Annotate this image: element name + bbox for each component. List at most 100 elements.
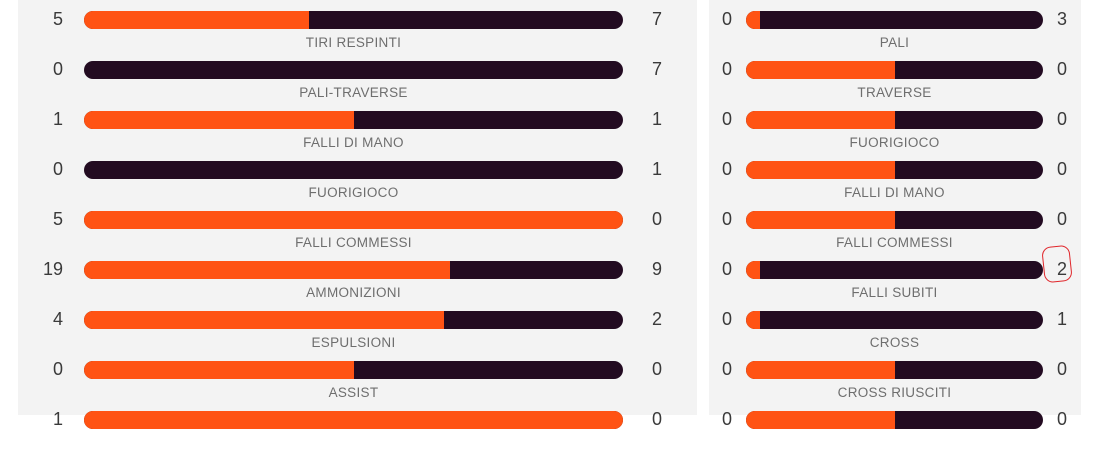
stat-row: FUORIGIOCO 0 0	[709, 135, 1081, 204]
away-value: 1	[652, 109, 663, 129]
comparison-bar	[84, 361, 623, 379]
home-value: 0	[721, 409, 732, 429]
stat-row: FALLI COMMESSI 19 9	[18, 235, 697, 304]
comparison-bar	[84, 11, 623, 29]
home-value: 0	[721, 309, 732, 329]
stat-label: ASSIST	[328, 385, 379, 400]
comparison-bar	[746, 11, 1043, 29]
stat-row: AMMONIZIONI 4 2	[18, 285, 697, 354]
home-value: 0	[721, 359, 732, 379]
home-share-fill	[746, 361, 895, 379]
stat-label: TIRI RESPINTI	[305, 35, 402, 50]
comparison-bar	[746, 411, 1043, 429]
home-share-fill	[84, 11, 309, 29]
comparison-bar	[746, 211, 1043, 229]
home-value: 19	[42, 259, 63, 279]
stat-label: FUORIGIOCO	[849, 135, 940, 150]
stat-row: FALLI DI MANO 0 1	[18, 135, 697, 204]
stat-row: ESPULSIONI 0 0	[18, 335, 697, 404]
home-share-fill	[84, 261, 450, 279]
home-share-fill	[84, 411, 623, 429]
comparison-bar	[84, 261, 623, 279]
home-share-fill	[746, 111, 895, 129]
home-value: 0	[52, 59, 63, 79]
comparison-bar	[746, 361, 1043, 379]
home-share-fill	[746, 311, 760, 329]
comparison-bar	[746, 61, 1043, 79]
home-value: 1	[52, 409, 63, 429]
away-value: 0	[1057, 409, 1068, 429]
home-share-fill	[746, 161, 895, 179]
comparison-bar	[84, 161, 623, 179]
home-share-fill	[746, 261, 760, 279]
stat-row: FALLI DI MANO 0 0	[709, 185, 1081, 254]
comparison-bar	[746, 161, 1043, 179]
away-value: 0	[652, 409, 663, 429]
stat-row: FUORIGIOCO 5 0	[18, 185, 697, 254]
home-value: 0	[52, 359, 63, 379]
home-share-fill	[84, 211, 623, 229]
home-share-fill	[746, 61, 895, 79]
home-share-fill	[746, 211, 895, 229]
comparison-bar	[84, 61, 623, 79]
home-value: 0	[721, 259, 732, 279]
player-stats-panel: 0 3 PALI 0 0 TRAVERSE 0 0 FUORIGIOCO 0 0 FALLI DI M…	[709, 0, 1081, 429]
comparison-bar	[84, 311, 623, 329]
stat-row: CROSS 0 0	[709, 335, 1081, 404]
home-value: 0	[52, 159, 63, 179]
away-value: 0	[1057, 109, 1068, 129]
stat-label: PALI	[879, 35, 910, 50]
stat-row: FALLI COMMESSI 0 2	[709, 235, 1081, 304]
stat-label: FALLI SUBITI	[851, 285, 938, 300]
away-value: 3	[1057, 9, 1068, 29]
away-value: 7	[652, 59, 663, 79]
stat-label: FALLI DI MANO	[844, 185, 945, 200]
stat-label: AMMONIZIONI	[306, 285, 401, 300]
stat-label: CROSS	[869, 335, 920, 350]
home-value: 5	[52, 209, 63, 229]
comparison-bar	[746, 311, 1043, 329]
away-value: 1	[1057, 309, 1068, 329]
home-share-fill	[746, 411, 895, 429]
stat-label: FALLI COMMESSI	[295, 235, 412, 250]
home-value: 4	[52, 309, 63, 329]
away-value: 0	[1057, 359, 1068, 379]
team-stats-panel: 5 7 TIRI RESPINTI 0 7 PALI-TRAVERSE 1 1 FALLI DI…	[18, 0, 697, 429]
comparison-bar	[84, 111, 623, 129]
stat-row: CROSS RIUSCITI 0 0	[709, 385, 1081, 454]
away-value: 2	[1057, 259, 1068, 279]
stat-row: TRAVERSE 0 0	[709, 85, 1081, 154]
stat-label: TRAVERSE	[857, 85, 932, 100]
away-value: 1	[652, 159, 663, 179]
stat-label: ESPULSIONI	[311, 335, 396, 350]
stat-row: ASSIST 1 0	[18, 385, 697, 454]
home-value: 0	[721, 9, 732, 29]
stat-label: FUORIGIOCO	[308, 185, 399, 200]
stat-label: PALI-TRAVERSE	[299, 85, 408, 100]
home-share-fill	[84, 361, 354, 379]
away-value: 0	[652, 209, 663, 229]
stat-row: TIRI RESPINTI 0 7	[18, 35, 697, 104]
away-value: 0	[652, 359, 663, 379]
stat-row: PALI-TRAVERSE 1 1	[18, 85, 697, 154]
comparison-bar	[84, 211, 623, 229]
home-value: 0	[721, 209, 732, 229]
away-value: 2	[652, 309, 663, 329]
comparison-bar	[84, 411, 623, 429]
home-value: 5	[52, 9, 63, 29]
comparison-bar	[746, 261, 1043, 279]
stat-label: FALLI DI MANO	[303, 135, 404, 150]
stat-label: CROSS RIUSCITI	[837, 385, 952, 400]
annotation-circle	[1041, 244, 1073, 284]
stat-row: PALI 0 0	[709, 35, 1081, 104]
away-value: 0	[1057, 59, 1068, 79]
away-value: 0	[1057, 209, 1068, 229]
comparison-bar	[746, 111, 1043, 129]
home-share-fill	[84, 111, 354, 129]
away-value: 7	[652, 9, 663, 29]
home-share-fill	[84, 311, 444, 329]
stat-label: FALLI COMMESSI	[836, 235, 953, 250]
home-value: 1	[52, 109, 63, 129]
